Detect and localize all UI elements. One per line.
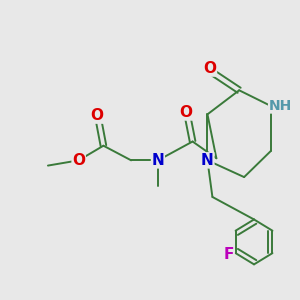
Text: N: N <box>152 153 164 168</box>
Text: O: O <box>180 105 193 120</box>
Text: F: F <box>224 247 234 262</box>
Text: O: O <box>72 153 85 168</box>
Text: O: O <box>203 61 216 76</box>
Text: O: O <box>90 108 104 123</box>
Text: NH: NH <box>268 99 292 113</box>
Text: N: N <box>201 153 214 168</box>
